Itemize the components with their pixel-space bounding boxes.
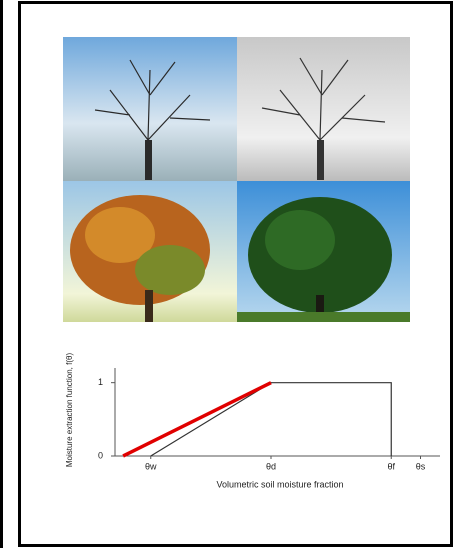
y-tick-label: 0 xyxy=(98,450,103,460)
series-line xyxy=(150,382,392,457)
trunk xyxy=(317,140,324,180)
left-edge xyxy=(0,0,3,548)
series-line xyxy=(122,381,272,458)
y-axis-label: Moisture extraction function, f(θ) xyxy=(65,353,74,468)
trunk xyxy=(316,295,324,322)
grass xyxy=(237,312,410,322)
x-tick-label: θd xyxy=(266,461,276,471)
chart: Moisture extraction function, f(θ) Volum… xyxy=(65,353,440,489)
crown xyxy=(135,245,205,295)
x-tick-label: θs xyxy=(416,461,426,471)
crown xyxy=(265,210,335,270)
crown xyxy=(85,207,155,263)
tree-photos xyxy=(63,37,410,322)
y-tick-label: 1 xyxy=(98,377,103,387)
x-tick-label: θw xyxy=(145,461,157,471)
trunk xyxy=(145,290,153,322)
x-axis-label: Volumetric soil moisture fraction xyxy=(216,479,343,489)
trunk xyxy=(145,140,152,180)
x-tick-label: θf xyxy=(387,461,395,471)
frame xyxy=(18,1,453,547)
